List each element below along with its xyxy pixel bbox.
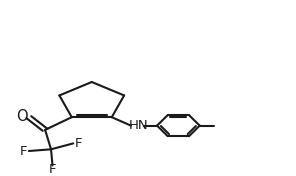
- Text: F: F: [49, 163, 56, 176]
- Text: F: F: [75, 137, 82, 150]
- Text: F: F: [20, 144, 27, 158]
- Text: HN: HN: [129, 120, 149, 133]
- Text: O: O: [17, 109, 28, 124]
